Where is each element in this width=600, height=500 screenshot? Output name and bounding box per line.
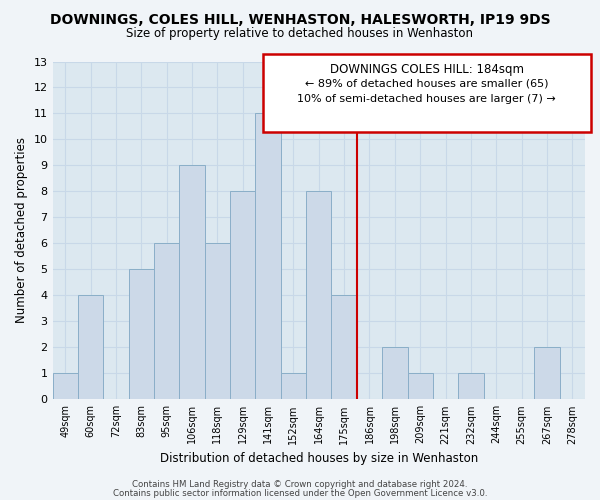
Bar xyxy=(154,244,179,400)
Bar xyxy=(281,374,306,400)
Bar xyxy=(534,348,560,400)
Text: DOWNINGS, COLES HILL, WENHASTON, HALESWORTH, IP19 9DS: DOWNINGS, COLES HILL, WENHASTON, HALESWO… xyxy=(50,12,550,26)
Bar xyxy=(53,374,78,400)
Bar xyxy=(256,114,281,400)
Bar xyxy=(306,192,331,400)
Text: Contains HM Land Registry data © Crown copyright and database right 2024.: Contains HM Land Registry data © Crown c… xyxy=(132,480,468,489)
Bar xyxy=(407,374,433,400)
Bar xyxy=(78,296,103,400)
X-axis label: Distribution of detached houses by size in Wenhaston: Distribution of detached houses by size … xyxy=(160,452,478,465)
Text: Contains public sector information licensed under the Open Government Licence v3: Contains public sector information licen… xyxy=(113,488,487,498)
Bar xyxy=(179,166,205,400)
Text: Size of property relative to detached houses in Wenhaston: Size of property relative to detached ho… xyxy=(127,28,473,40)
Bar xyxy=(331,296,357,400)
Text: ← 89% of detached houses are smaller (65): ← 89% of detached houses are smaller (65… xyxy=(305,79,548,89)
Y-axis label: Number of detached properties: Number of detached properties xyxy=(15,138,28,324)
Bar xyxy=(382,348,407,400)
Text: DOWNINGS COLES HILL: 184sqm: DOWNINGS COLES HILL: 184sqm xyxy=(330,62,524,76)
Bar xyxy=(128,270,154,400)
Bar xyxy=(205,244,230,400)
Text: 10% of semi-detached houses are larger (7) →: 10% of semi-detached houses are larger (… xyxy=(298,94,556,104)
Bar xyxy=(458,374,484,400)
Bar xyxy=(230,192,256,400)
